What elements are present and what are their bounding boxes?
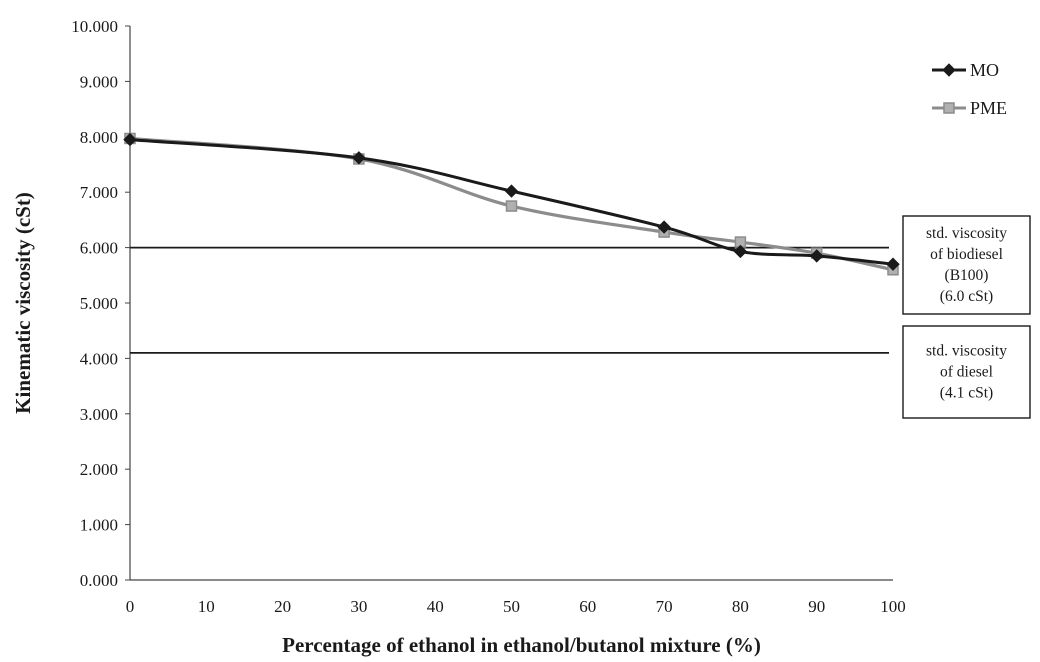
x-tick-label: 80 xyxy=(732,597,749,616)
y-axis-title: Kinematic viscosity (cSt) xyxy=(11,192,35,414)
y-tick-label: 0.000 xyxy=(80,571,118,590)
reference-annotation-text: of diesel xyxy=(940,364,993,381)
data-point-mo xyxy=(657,220,671,234)
legend-marker-mo xyxy=(942,63,956,77)
y-tick-label: 9.000 xyxy=(80,72,118,91)
reference-annotation-text: std. viscosity xyxy=(926,343,1007,360)
x-axis-title: Percentage of ethanol in ethanol/butanol… xyxy=(282,633,761,657)
x-tick-label: 100 xyxy=(880,597,906,616)
y-tick-label: 10.000 xyxy=(71,17,118,36)
x-tick-label: 70 xyxy=(656,597,673,616)
y-tick-label: 4.000 xyxy=(80,349,118,368)
x-tick-label: 60 xyxy=(579,597,596,616)
reference-annotation-box xyxy=(902,215,1031,315)
y-tick-label: 6.000 xyxy=(80,239,118,258)
y-tick-label: 8.000 xyxy=(80,128,118,147)
y-tick-label: 1.000 xyxy=(80,516,118,535)
data-point-mo xyxy=(352,151,366,165)
x-tick-label: 30 xyxy=(350,597,367,616)
x-tick-label: 20 xyxy=(274,597,291,616)
data-point-mo xyxy=(809,249,824,263)
reference-annotation-text: std. viscosity xyxy=(926,225,1007,242)
reference-annotation-box xyxy=(902,325,1031,419)
x-tick-label: 10 xyxy=(198,597,215,616)
reference-annotation-text: (B100) xyxy=(945,267,989,284)
data-point-mo xyxy=(504,184,519,198)
x-tick-label: 90 xyxy=(808,597,825,616)
legend-marker-pme xyxy=(943,102,955,114)
legend-label-pme: PME xyxy=(970,98,1007,118)
x-tick-label: 40 xyxy=(427,597,444,616)
data-point-pme xyxy=(505,200,518,212)
data-point-mo xyxy=(886,257,900,271)
y-tick-label: 3.000 xyxy=(80,405,118,424)
data-point-mo xyxy=(123,132,137,147)
x-tick-label: 0 xyxy=(126,597,135,616)
reference-annotation-text: (4.1 cSt) xyxy=(940,385,993,402)
x-tick-label: 50 xyxy=(503,597,520,616)
y-tick-label: 5.000 xyxy=(80,294,118,313)
y-tick-label: 2.000 xyxy=(80,460,118,479)
data-point-mo xyxy=(733,244,748,259)
reference-annotation-text: (6.0 cSt) xyxy=(940,288,993,305)
reference-annotation-text: of biodiesel xyxy=(930,246,1003,263)
series-line-mo xyxy=(129,138,894,266)
y-tick-label: 7.000 xyxy=(80,183,118,202)
legend-label-mo: MO xyxy=(970,60,999,80)
